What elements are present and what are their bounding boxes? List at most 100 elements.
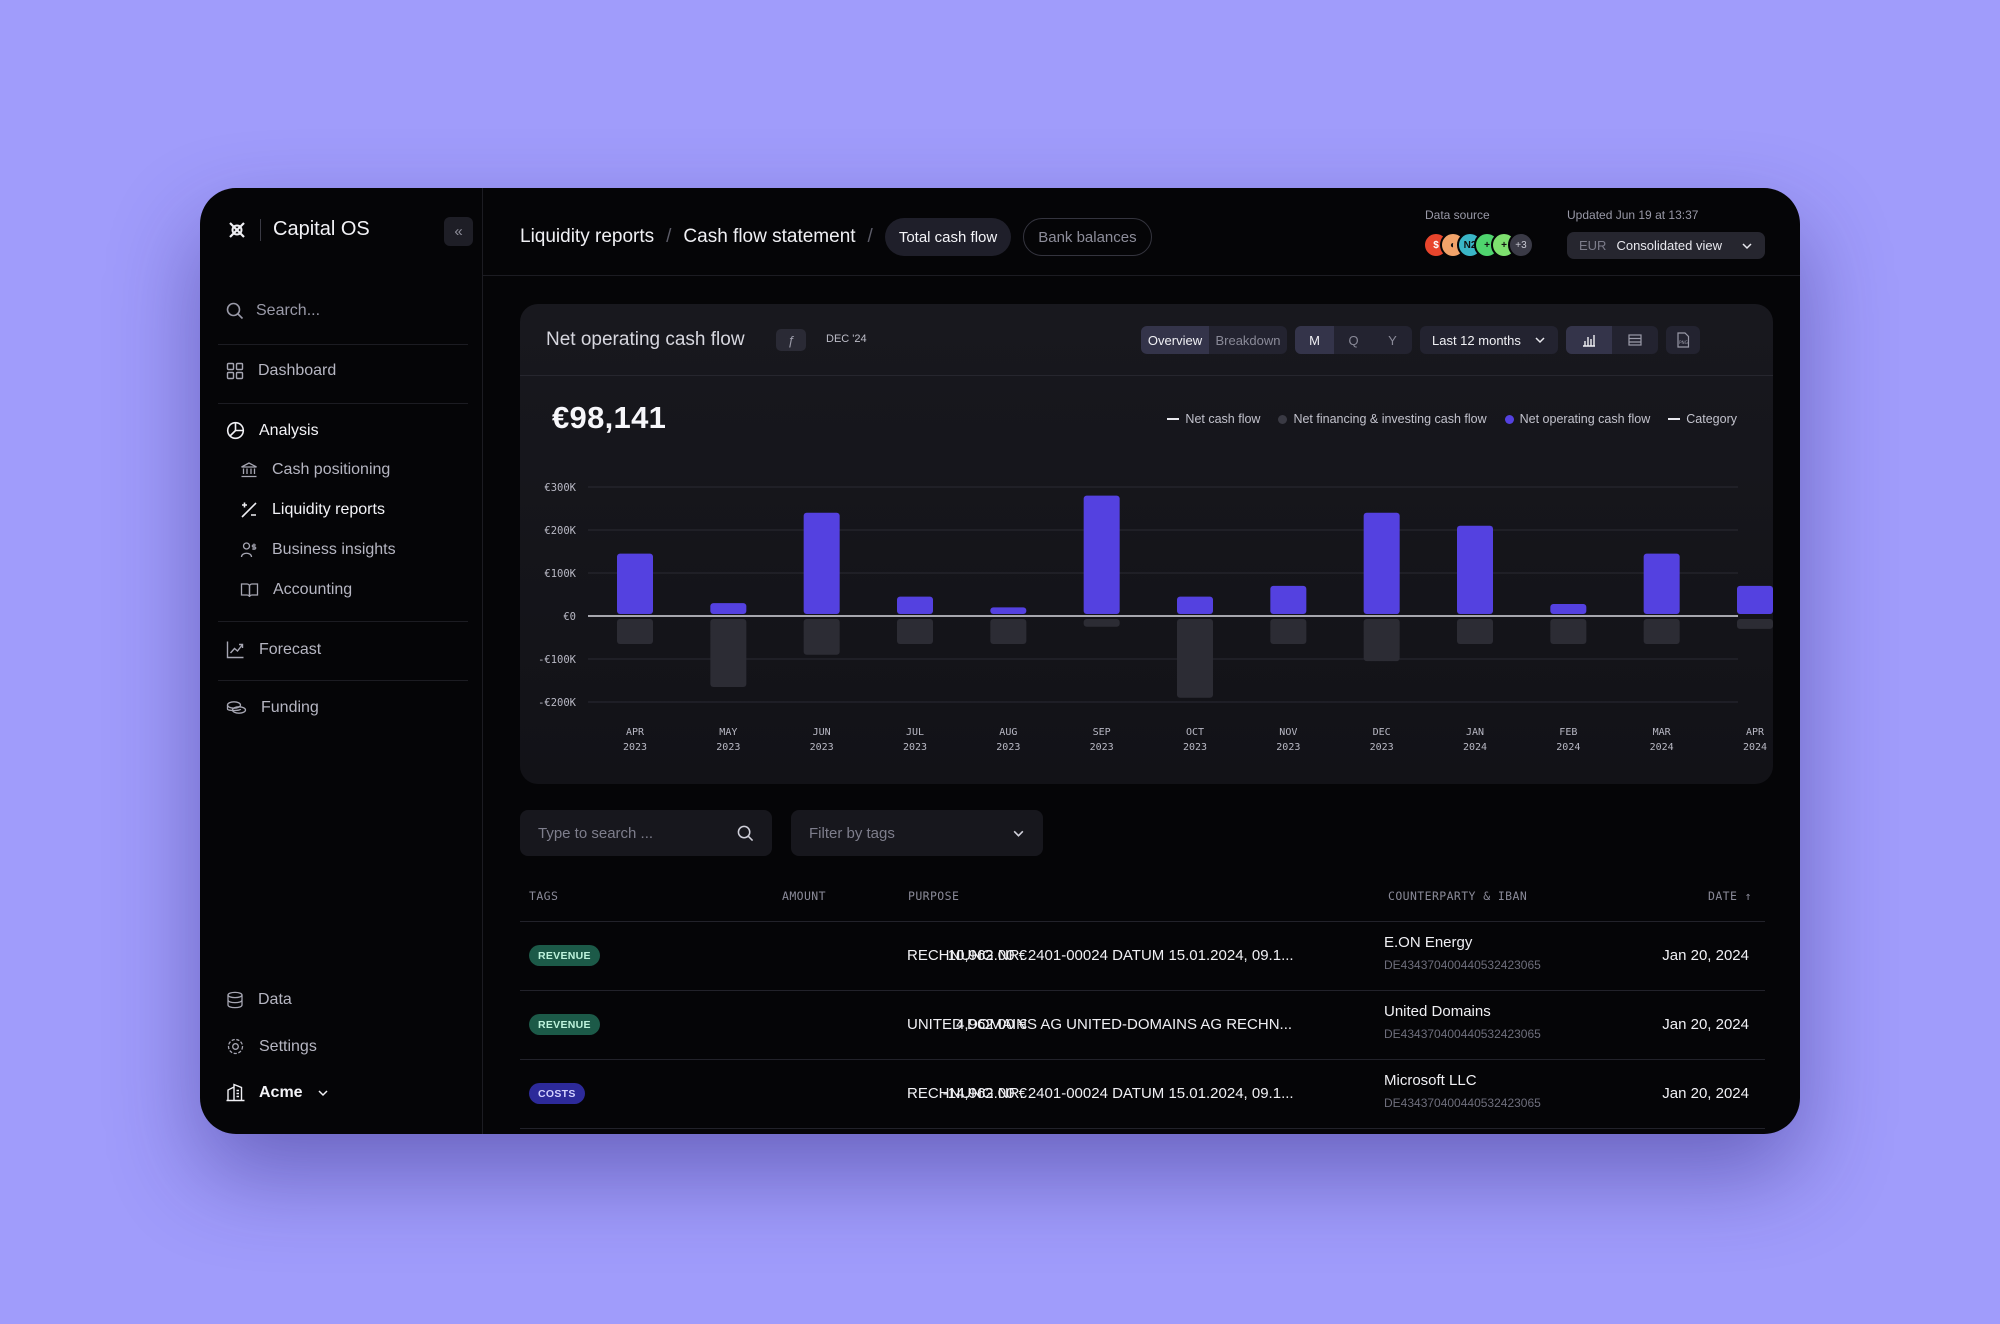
sidebar-search[interactable]: Search... bbox=[226, 302, 320, 320]
table-row-divider bbox=[520, 1128, 1765, 1129]
column-header-date[interactable]: DATE ↑ bbox=[1708, 889, 1752, 903]
table-view-button[interactable] bbox=[1612, 326, 1658, 354]
x-tick-label: 2023 bbox=[1183, 742, 1207, 753]
x-tick-label: AUG bbox=[999, 727, 1017, 738]
table-icon bbox=[1628, 334, 1642, 346]
legend-dot-swatch bbox=[1504, 414, 1514, 424]
tag-badge[interactable]: COSTS bbox=[529, 1083, 585, 1104]
x-tick-label: MAY bbox=[719, 727, 737, 738]
sidebar-item-cash-positioning[interactable]: Cash positioning bbox=[240, 461, 390, 479]
sidebar-item-label: Business insights bbox=[272, 541, 396, 558]
table-row-divider bbox=[520, 1059, 1765, 1060]
chevron-down-icon bbox=[1013, 830, 1024, 837]
sidebar-item-liquidity-reports[interactable]: Liquidity reports bbox=[240, 501, 385, 519]
users-dollar-icon bbox=[240, 542, 257, 558]
period-year-button[interactable]: Y bbox=[1388, 332, 1397, 348]
filter-tags-select[interactable]: Filter by tags bbox=[791, 810, 1043, 856]
more-sources-badge: +3 bbox=[1508, 232, 1534, 258]
filter-tags-placeholder: Filter by tags bbox=[809, 824, 895, 842]
sidebar-item-settings[interactable]: Settings bbox=[226, 1037, 317, 1056]
column-header-purpose[interactable]: PURPOSE bbox=[908, 889, 960, 903]
sidebar-item-data[interactable]: Data bbox=[226, 991, 292, 1009]
column-header-amount[interactable]: AMOUNT bbox=[782, 889, 826, 903]
x-tick-label: 2023 bbox=[623, 742, 647, 753]
bar-operating bbox=[1083, 495, 1120, 614]
column-header-tags[interactable]: TAGS bbox=[529, 889, 559, 903]
y-tick-label: €100K bbox=[544, 568, 576, 580]
svg-text:PNG: PNG bbox=[1679, 340, 1688, 345]
total-value: €98,141 bbox=[552, 400, 667, 435]
tag-badge[interactable]: REVENUE bbox=[529, 1014, 600, 1035]
range-label: Last 12 months bbox=[1432, 332, 1521, 348]
bar-operating bbox=[1457, 525, 1493, 614]
counterparty-name: United Domains bbox=[1384, 1003, 1491, 1020]
card-title: Net operating cash flow bbox=[546, 329, 745, 350]
x-tick-label: NOV bbox=[1279, 727, 1297, 738]
counterparty-name: Microsoft LLC bbox=[1384, 1072, 1477, 1089]
legend-item-category[interactable]: Category bbox=[1668, 412, 1737, 426]
x-tick-label: 2024 bbox=[1650, 742, 1674, 753]
org-switcher[interactable]: Acme bbox=[226, 1083, 329, 1102]
y-tick-label: €0 bbox=[563, 611, 576, 623]
period-month-button[interactable]: M bbox=[1295, 326, 1334, 354]
sidebar-item-label: Cash positioning bbox=[272, 461, 391, 478]
tab-bank-balances[interactable]: Bank balances bbox=[1023, 218, 1152, 256]
sidebar-item-business-insights[interactable]: Business insights bbox=[240, 541, 396, 559]
table-search-input[interactable]: Type to search ... bbox=[520, 810, 772, 856]
amount-cell: -14,962.00 € bbox=[942, 1085, 1027, 1102]
bar-financing bbox=[897, 619, 933, 644]
purpose-cell: RECHNUNG NR. 2401-00024 DATUM 15.01.2024… bbox=[907, 947, 1294, 964]
tab-total-cash-flow[interactable]: Total cash flow bbox=[884, 218, 1012, 256]
bar-financing bbox=[1363, 619, 1400, 662]
date-cell: Jan 20, 2024 bbox=[1662, 1085, 1749, 1102]
sidebar-item-label: Data bbox=[258, 991, 292, 1008]
export-png-button[interactable]: PNG bbox=[1666, 326, 1700, 354]
x-tick-label: 2023 bbox=[716, 742, 740, 753]
sidebar-item-forecast[interactable]: Forecast bbox=[226, 640, 321, 659]
bar-financing bbox=[617, 619, 653, 644]
legend-item-financing[interactable]: Net financing & investing cash flow bbox=[1278, 412, 1487, 426]
sidebar-item-label: Accounting bbox=[273, 581, 353, 598]
sidebar-item-accounting[interactable]: Accounting bbox=[240, 581, 352, 599]
png-file-icon: PNG bbox=[1677, 332, 1690, 348]
bar-operating bbox=[1643, 553, 1680, 614]
sidebar-item-funding[interactable]: Funding bbox=[226, 699, 319, 717]
legend-item-operating[interactable]: Net operating cash flow bbox=[1504, 412, 1650, 426]
view-select[interactable]: EUR Consolidated view bbox=[1567, 232, 1765, 259]
breadcrumb-liquidity-reports[interactable]: Liquidity reports bbox=[520, 226, 655, 247]
legend-item-net-cash-flow[interactable]: Net cash flow bbox=[1167, 412, 1260, 426]
legend-line-swatch bbox=[1668, 418, 1681, 420]
column-header-counterparty[interactable]: COUNTERPARTY & IBAN bbox=[1388, 889, 1528, 903]
data-source-avatars[interactable]: $ ◐ N2 + + +3 bbox=[1423, 232, 1534, 258]
x-tick-label: 2023 bbox=[996, 742, 1020, 753]
view-label: Consolidated view bbox=[1616, 238, 1722, 253]
x-tick-label: 2024 bbox=[1743, 742, 1767, 753]
divider bbox=[218, 621, 468, 622]
bar-operating bbox=[1363, 512, 1400, 614]
brand[interactable]: Capital OS bbox=[226, 218, 370, 241]
card-header: Net operating cash flow ƒ DEC '24 Overvi… bbox=[520, 304, 1773, 376]
divider bbox=[218, 403, 468, 404]
sidebar-item-label: Dashboard bbox=[258, 362, 337, 379]
formula-icon[interactable]: ƒ bbox=[776, 329, 806, 351]
divider bbox=[218, 344, 468, 345]
view-toggle: Overview Breakdown bbox=[1141, 326, 1287, 354]
sidebar-item-dashboard[interactable]: Dashboard bbox=[226, 362, 336, 380]
liquidity-reports-icon bbox=[241, 502, 257, 518]
range-select[interactable]: Last 12 months bbox=[1420, 326, 1558, 354]
sidebar-item-label: Funding bbox=[261, 699, 319, 716]
sidebar-item-analysis[interactable]: Analysis bbox=[226, 421, 319, 440]
overview-button[interactable]: Overview bbox=[1141, 326, 1209, 354]
search-placeholder: Search... bbox=[256, 302, 321, 319]
sidebar-item-label: Forecast bbox=[259, 640, 322, 658]
collapse-sidebar-button[interactable]: « bbox=[444, 217, 473, 246]
breakdown-button[interactable]: Breakdown bbox=[1215, 332, 1281, 348]
period-quarter-button[interactable]: Q bbox=[1348, 332, 1359, 348]
tag-badge[interactable]: REVENUE bbox=[529, 945, 600, 966]
breadcrumb-separator: / bbox=[867, 226, 873, 247]
x-tick-label: FEB bbox=[1559, 727, 1577, 738]
bar-chart-button[interactable] bbox=[1566, 326, 1612, 354]
x-tick-label: 2023 bbox=[1090, 742, 1114, 753]
breadcrumb-cash-flow-statement[interactable]: Cash flow statement bbox=[683, 226, 856, 247]
legend-line-swatch bbox=[1167, 418, 1180, 420]
